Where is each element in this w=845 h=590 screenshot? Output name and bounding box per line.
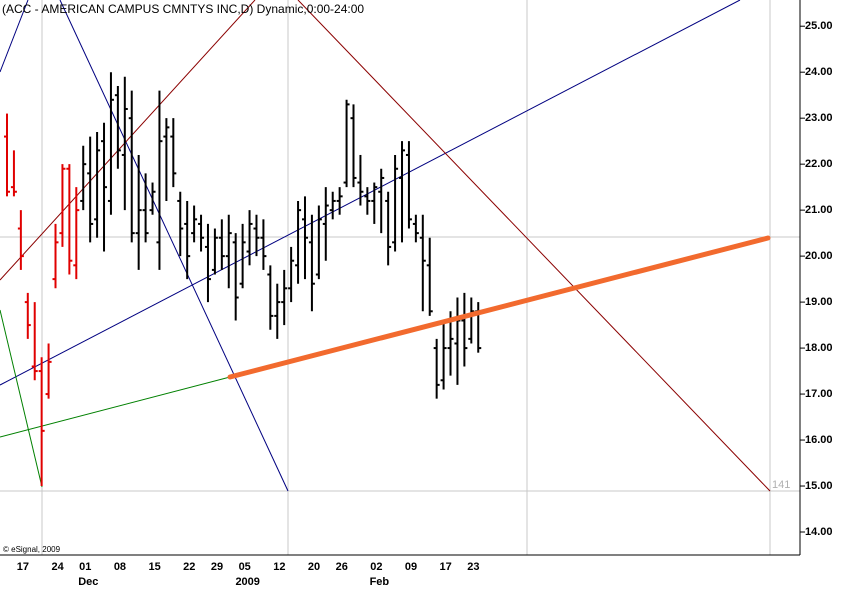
y-tick-label: 22.00	[805, 158, 833, 170]
trend-line	[0, 0, 29, 73]
trend-line	[297, 0, 771, 492]
x-tick-label: 24	[51, 561, 64, 573]
x-tick-label: 22	[183, 561, 195, 573]
x-tick-label: 02	[370, 561, 382, 573]
trend-lines	[0, 0, 771, 492]
credit: © eSignal, 2009	[3, 545, 61, 554]
trend-line	[59, 0, 289, 492]
y-tick-label: 24.00	[805, 66, 833, 78]
y-tick-label: 23.00	[805, 112, 833, 124]
bars	[4, 72, 482, 487]
x-tick-label-major: Dec	[78, 576, 98, 588]
chart-title: (ACC - AMERICAN CAMPUS CMNTYS INC,D) Dyn…	[2, 2, 364, 16]
x-tick-label: 12	[273, 561, 285, 573]
y-tick-label: 14.00	[805, 526, 833, 538]
y-tick-label: 19.00	[805, 296, 833, 308]
x-tick-label: 20	[308, 561, 320, 573]
x-tick-label: 01	[79, 561, 91, 573]
x-tick-label-major: Feb	[370, 576, 390, 588]
x-tick-label: 17	[17, 561, 29, 573]
trend-line	[0, 309, 43, 488]
y-tick-label: 15.00	[805, 480, 833, 492]
x-tick-label: 15	[148, 561, 160, 573]
y-tick-label: 21.00	[805, 204, 833, 216]
trend-line	[0, 0, 741, 386]
y-tick-label: 18.00	[805, 342, 833, 354]
y-tick-label: 16.00	[805, 434, 833, 446]
x-tick-label: 05	[239, 561, 251, 573]
corner-label: 141	[772, 479, 790, 491]
x-tick-label: 08	[114, 561, 126, 573]
x-tick-label: 23	[467, 561, 479, 573]
x-tick-label: 09	[405, 561, 417, 573]
x-tick-label: 26	[336, 561, 348, 573]
x-tick-label: 29	[211, 561, 223, 573]
trend-line	[0, 0, 256, 281]
trend-line	[0, 376, 231, 438]
trend-line-bold	[227, 235, 771, 380]
reference-lines	[0, 0, 800, 555]
x-tick-label-major: 2009	[235, 576, 259, 588]
y-tick-label: 25.00	[805, 20, 833, 32]
y-tick-label: 17.00	[805, 388, 833, 400]
x-tick-label: 17	[440, 561, 452, 573]
y-tick-label: 20.00	[805, 250, 833, 262]
